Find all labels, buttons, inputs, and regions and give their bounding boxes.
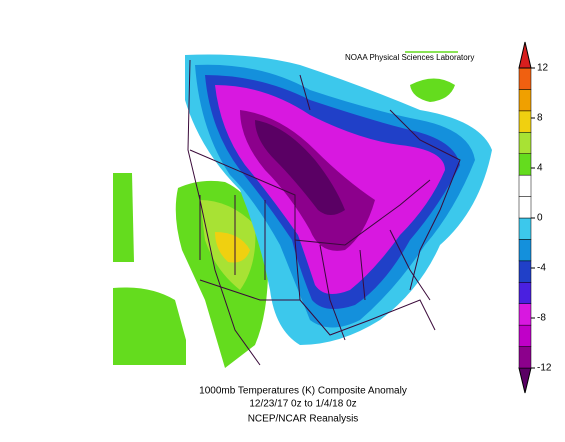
lab-credit: NOAA Physical Sciences Laboratory xyxy=(345,53,474,62)
boundaries xyxy=(187,59,461,366)
caption-line: 1000mb Temperatures (K) Composite Anomal… xyxy=(199,386,407,397)
anomaly-map xyxy=(113,54,492,368)
colorbar: -12 -8 -4 0 4 8 12 xyxy=(518,41,552,394)
anomaly-region xyxy=(215,232,250,263)
colorbar-arrow xyxy=(518,41,532,69)
colorbar-band xyxy=(518,239,532,262)
colorbar-band xyxy=(518,89,532,112)
colorbar-tick-label: 4 xyxy=(537,163,543,174)
colorbar-tick-label: 0 xyxy=(537,213,543,224)
colorbar-tick-label: 8 xyxy=(537,113,543,124)
colorbar-tick-label: -8 xyxy=(537,313,546,324)
colorbar-band xyxy=(518,346,532,369)
colorbar-band xyxy=(518,217,532,240)
colorbar-tick-label: -12 xyxy=(537,363,552,374)
colorbar-band xyxy=(518,174,532,197)
anomaly-region xyxy=(255,120,345,215)
caption-line: NCEP/NCAR Reanalysis xyxy=(248,414,359,425)
colorbar-arrow xyxy=(518,367,532,394)
anomaly-region xyxy=(113,173,134,262)
colorbar-band xyxy=(518,282,532,304)
colorbar-band xyxy=(518,303,532,326)
colorbar-band xyxy=(518,196,532,219)
colorbar-tick-label: -4 xyxy=(537,263,546,274)
colorbar-band xyxy=(518,260,532,283)
colorbar-band xyxy=(518,324,532,347)
colorbar-band xyxy=(518,67,532,90)
colorbar-band xyxy=(518,132,532,154)
colorbar-tick-label: 12 xyxy=(537,63,549,74)
colorbar-band xyxy=(518,153,532,176)
colorbar-band xyxy=(518,110,532,133)
caption-line: 12/23/17 0z to 1/4/18 0z xyxy=(249,399,356,410)
anomaly-region xyxy=(113,287,186,365)
anomaly-region xyxy=(410,78,455,102)
